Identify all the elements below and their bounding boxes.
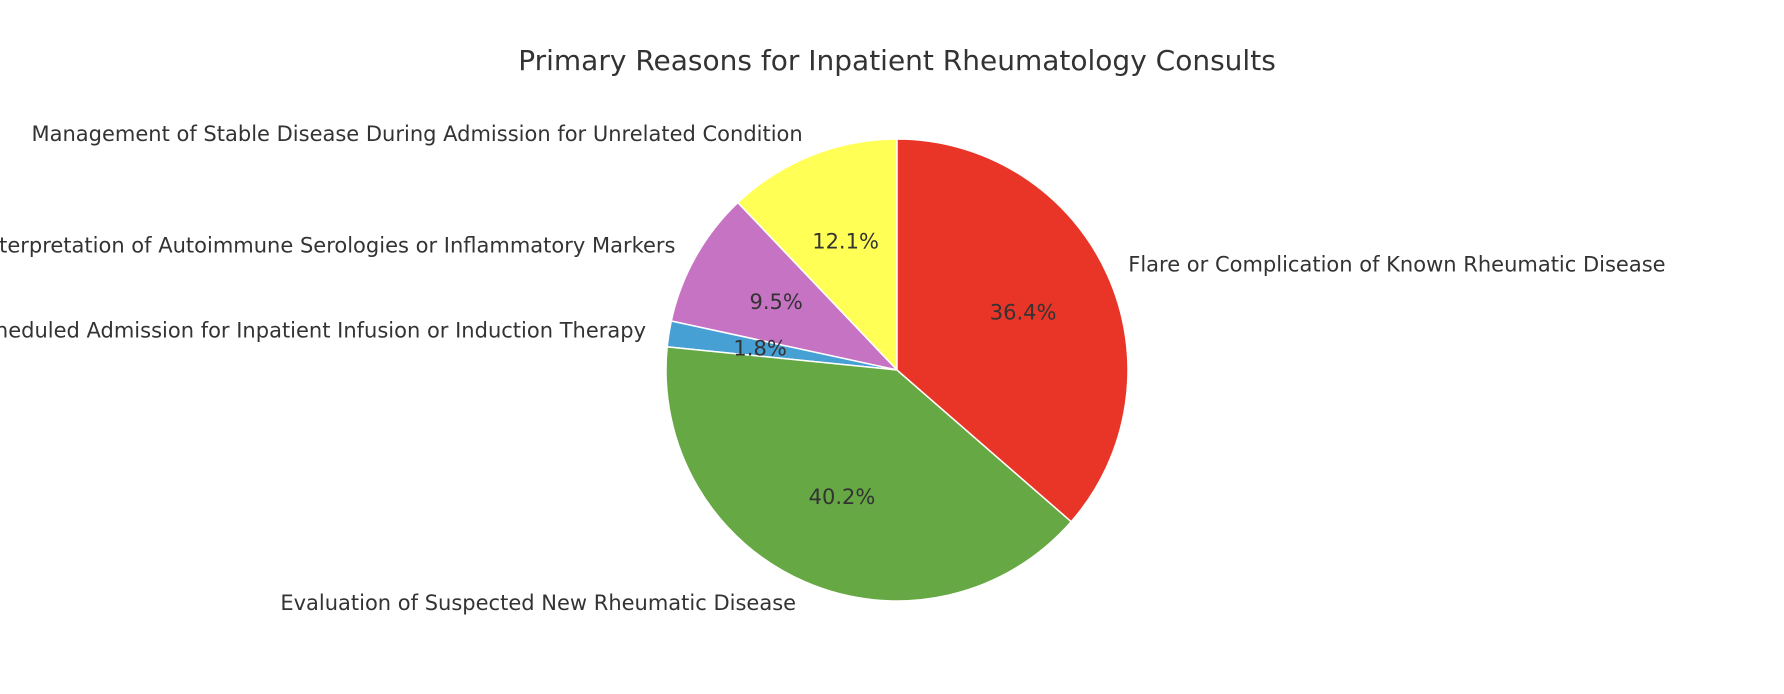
pie-slice-4 — [896, 138, 1129, 523]
percent-labels-layer: 12.1% 9.5% 1.8% 40.2% 36.4% — [733, 229, 1056, 509]
pie-category-label-2: Scheduled Admission for Inpatient Infusi… — [0, 318, 646, 342]
pie-category-label-3: Evaluation of Suspected New Rheumatic Di… — [280, 591, 796, 615]
pie-slice-0 — [736, 138, 898, 372]
pie-percent-label-0: 12.1% — [812, 229, 879, 253]
pie-percent-label-4: 36.4% — [990, 301, 1057, 325]
pie-category-label-0: Management of Stable Disease During Admi… — [32, 122, 803, 146]
pie-percent-label-1: 9.5% — [750, 290, 803, 314]
pie-slice-1 — [670, 201, 900, 372]
slice-labels-layer: Management of Stable Disease During Admi… — [0, 122, 1666, 615]
chart-title: Primary Reasons for Inpatient Rheumatolo… — [518, 44, 1276, 77]
pie-percent-label-3: 40.2% — [809, 485, 876, 509]
pie-percent-label-2: 1.8% — [733, 336, 786, 360]
pie-category-label-1: Interpretation of Autoimmune Serologies … — [0, 233, 675, 257]
pie-category-label-4: Flare or Complication of Known Rheumatic… — [1128, 253, 1665, 277]
pie-slice-3 — [665, 345, 1073, 602]
slices-layer — [665, 138, 1129, 602]
